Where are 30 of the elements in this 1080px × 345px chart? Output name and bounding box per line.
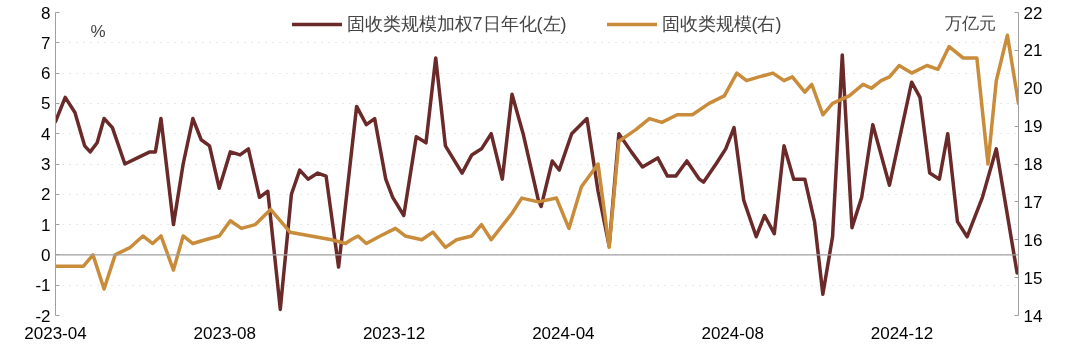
x-tick-label: 2023-08 [193, 323, 256, 343]
y-tick-label: 2 [41, 185, 51, 205]
y-tick-label: 6 [41, 64, 51, 84]
y-tick-label: 7 [41, 33, 51, 53]
y-tick-label: -2 [35, 306, 51, 326]
legend-label: 固收类规模(右) [661, 13, 782, 36]
y-tick-label: 0 [41, 245, 51, 265]
y2-tick-label: 17 [1023, 192, 1043, 212]
x-tick-label: 2023-12 [362, 323, 426, 343]
y2-tick-label: 16 [1023, 230, 1043, 250]
y2-tick-label: 18 [1023, 155, 1043, 174]
y2-tick-label: 19 [1023, 117, 1043, 137]
y2-tick-label: 22 [1023, 3, 1043, 23]
y2-tick-label: 15 [1023, 268, 1043, 288]
y2-tick-label: 21 [1023, 41, 1043, 61]
x-tick-label: 2024-08 [701, 323, 764, 343]
x-tick-label: 2024-12 [870, 323, 934, 343]
y-tick-label: 8 [41, 3, 51, 23]
y2-tick-label: 14 [1023, 306, 1043, 326]
x-tick-label: 2024-04 [532, 323, 595, 343]
x-tick-label: 2023-04 [24, 323, 87, 343]
y-tick-label: 1 [41, 215, 51, 235]
legend-label: 固收类规模加权7日年化(左) [346, 13, 567, 36]
y-tick-label: 4 [41, 124, 51, 144]
y-tick-label: 5 [41, 94, 51, 114]
y-tick-label: 3 [41, 155, 51, 174]
y-tick-label: -1 [35, 276, 51, 296]
y2-axis-title: 万亿元 [944, 13, 996, 33]
y2-tick-label: 20 [1023, 79, 1043, 99]
y-axis-title: % [90, 21, 106, 41]
